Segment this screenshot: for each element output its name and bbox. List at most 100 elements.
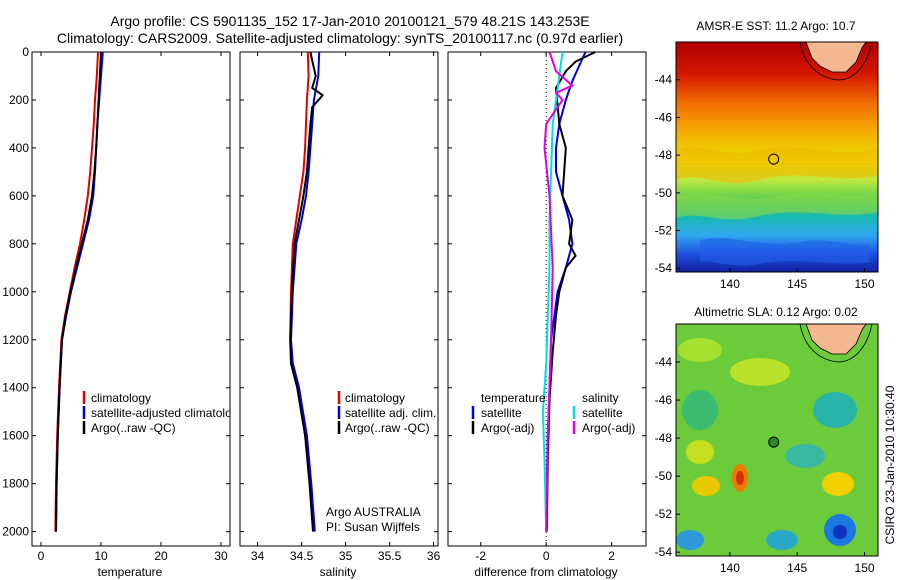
bathymetry-contour — [799, 324, 873, 363]
lat-tick-label: -50 — [655, 469, 673, 483]
difference-series — [541, 51, 596, 532]
salinity-series — [289, 51, 324, 532]
sst-map-field — [676, 42, 878, 272]
temperature-x-label: temperature — [98, 565, 163, 579]
temperature-y-ticks: 0 200 400 600 800 1000 1200 1400 1600 1800 2000 — [2, 45, 230, 539]
y-tick-label: 1000 — [2, 285, 29, 299]
series-line-salinity-argo-adj — [543, 51, 574, 532]
salinity-legend: climatology satellite adj. clim. Argo(..… — [337, 391, 436, 435]
legend-heading-salinity: salinity — [582, 391, 619, 405]
sst-argo-float-marker — [768, 153, 780, 165]
series-line-argo-raw-qc — [55, 51, 102, 532]
sla-map-lon-ticks: 140 145 150 — [720, 552, 875, 575]
lon-tick-label: 145 — [787, 561, 807, 575]
x-tick-label: 35.5 — [378, 549, 402, 563]
legend-label-satellite: satellite adj. clim. — [345, 406, 436, 420]
lat-tick-label: -46 — [655, 110, 673, 124]
x-tick-label: 34 — [251, 549, 265, 563]
sla-yellow-patch — [686, 440, 714, 464]
sst-map-lat-ticks: -44 -46 -48 -50 -52 -54 — [655, 73, 680, 275]
sst-map-frame — [675, 41, 879, 273]
salinity-y-ticks — [240, 51, 438, 533]
difference-panel: -2 0 2 difference from climatology tempera… — [447, 51, 647, 579]
lat-tick-label: -52 — [655, 224, 673, 238]
sla-yellow-patch — [678, 338, 722, 362]
attribution-line2: PI: Susan Wijffels — [326, 520, 420, 534]
figure-title-line1: Argo profile: CS 5901135_152 17-Jan-2010… — [110, 13, 589, 29]
sla-red-core — [736, 471, 744, 485]
sla-cyan-patch — [766, 530, 798, 550]
legend-label-climatology: climatology — [91, 391, 151, 405]
sla-map-frame — [675, 323, 879, 557]
sla-yellow-patch — [822, 472, 854, 496]
y-tick-label: 2000 — [2, 525, 29, 539]
y-tick-label: 800 — [9, 237, 29, 251]
lat-tick-label: -48 — [655, 148, 673, 162]
lon-tick-label: 150 — [855, 561, 875, 575]
x-tick-label: 36 — [427, 549, 441, 563]
sst-map-panel: AMSR-E SST: 11.2 Argo: 10.7 -44 -46 -48 -50… — [655, 19, 879, 291]
temperature-plot-frame — [31, 51, 231, 547]
bathymetry-contour — [799, 42, 873, 81]
csiro-timestamp: CSIRO 23-Jan-2010 10:30:40 — [883, 385, 897, 544]
lat-tick-label: -54 — [655, 545, 673, 559]
difference-x-label: difference from climatology — [474, 565, 617, 579]
y-tick-label: 400 — [9, 141, 29, 155]
salinity-x-ticks: 34 34.5 35 35.5 36 — [251, 52, 441, 563]
difference-y-ticks — [448, 51, 646, 533]
salinity-x-label: salinity — [320, 565, 357, 579]
temperature-legend: climatology satellite-adjusted climatolo… — [82, 391, 244, 435]
sst-map-title: AMSR-E SST: 11.2 Argo: 10.7 — [696, 19, 856, 33]
legend-label-sal-argo: Argo(-adj) — [582, 421, 635, 435]
sst-map-lon-ticks: 140 145 150 — [720, 268, 875, 291]
x-tick-label: 34.5 — [290, 549, 314, 563]
sst-green-band — [676, 192, 878, 220]
y-tick-label: 1800 — [2, 477, 29, 491]
y-tick-label: 1200 — [2, 333, 29, 347]
lon-tick-label: 150 — [855, 277, 875, 291]
lon-tick-label: 140 — [720, 561, 740, 575]
legend-label-satellite: satellite-adjusted climatology — [91, 406, 244, 420]
lat-tick-label: -54 — [655, 261, 673, 275]
temperature-x-ticks: 0 10 20 30 — [38, 52, 228, 563]
temperature-panel: 0 200 400 600 800 1000 1200 1400 1600 1800 2000 0 1… — [2, 45, 244, 579]
x-tick-label: 2 — [608, 549, 615, 563]
lat-tick-label: -50 — [655, 186, 673, 200]
attribution-line1: Argo AUSTRALIA — [326, 505, 421, 519]
legend-label-temp-satellite: satellite — [481, 406, 522, 420]
sla-cyan-patch — [785, 444, 825, 468]
sla-blue-core — [833, 525, 847, 539]
salinity-panel: 34 34.5 35 35.5 36 salinity climatology sate… — [239, 51, 441, 579]
series-line-satellite-adj-clim — [290, 51, 321, 532]
legend-label-argo: Argo(..raw -QC) — [345, 421, 430, 435]
legend-label-climatology: climatology — [345, 391, 405, 405]
legend-label-sal-satellite: satellite — [582, 406, 623, 420]
x-tick-label: 35 — [339, 549, 353, 563]
sst-cold-patch — [700, 237, 870, 266]
sla-map-lat-ticks: -44 -46 -48 -50 -52 -54 — [655, 355, 680, 559]
legend-label-satellite-clip: satellite-adjusted climatology — [91, 406, 244, 420]
sla-cyan-patch — [813, 392, 857, 428]
salinity-plot-frame — [239, 51, 439, 547]
sla-argo-float-marker — [768, 436, 780, 448]
sla-map-title: Altimetric SLA: 0.12 Argo: 0.02 — [694, 305, 858, 319]
lat-tick-label: -48 — [655, 431, 673, 445]
x-tick-label: 0 — [543, 549, 550, 563]
x-tick-label: 20 — [154, 549, 168, 563]
lon-tick-label: 140 — [720, 277, 740, 291]
y-tick-label: 1600 — [2, 429, 29, 443]
sla-map-panel: Altimetric SLA: 0.12 Argo: 0.02 -44-46-4… — [655, 305, 879, 575]
sla-yellow-patch — [692, 476, 720, 496]
series-line-argo-raw-qc — [289, 51, 324, 532]
lat-tick-label: -46 — [655, 393, 673, 407]
lat-tick-label: -44 — [655, 73, 673, 87]
tasmania-land — [805, 324, 867, 355]
legend-label-argo: Argo(..raw -QC) — [91, 421, 176, 435]
series-line-salinity-satellite — [541, 51, 564, 532]
sla-yellow-patch — [730, 358, 790, 386]
x-tick-label: -2 — [475, 549, 486, 563]
figure-title-line2: Climatology: CARS2009. Satellite-adjuste… — [57, 30, 623, 46]
y-tick-label: 200 — [9, 93, 29, 107]
legend-heading-temperature: temperature — [481, 391, 546, 405]
sla-cyan-patch — [676, 530, 704, 550]
